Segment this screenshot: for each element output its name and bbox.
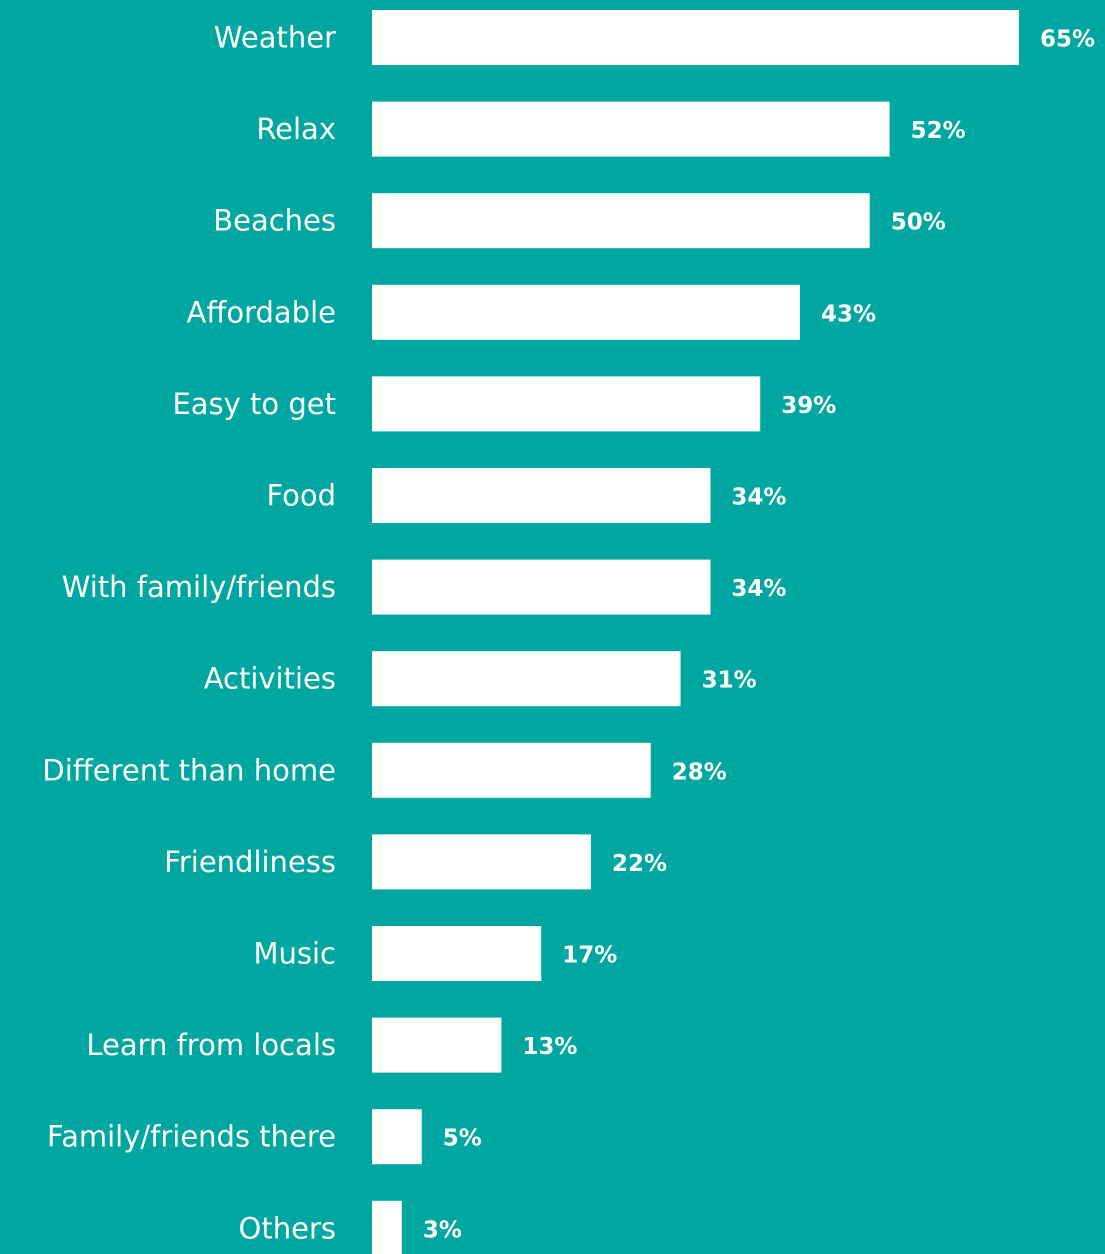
bar-with-family-friends: [372, 559, 711, 615]
value-label: 5%: [443, 1126, 482, 1152]
bar-food: [372, 468, 711, 523]
bar-different-than-home: [372, 742, 651, 798]
value-label: 3%: [423, 1217, 462, 1243]
category-label: Learn from locals: [86, 1028, 336, 1062]
category-label: Different than home: [42, 753, 336, 787]
bar-music: [372, 926, 542, 981]
category-label: Food: [266, 479, 336, 513]
category-label: Weather: [214, 21, 336, 55]
category-label: With family/friends: [62, 570, 336, 604]
value-label: 43%: [821, 301, 876, 327]
bar-activities: [372, 651, 681, 707]
value-label: 13%: [522, 1034, 577, 1060]
value-label: 34%: [731, 485, 786, 511]
bar-easy-to-get: [372, 376, 761, 432]
category-label: Music: [253, 937, 336, 971]
bar-family-friends-there: [372, 1109, 422, 1165]
value-label: 28%: [672, 759, 727, 785]
category-label: Relax: [256, 112, 336, 146]
category-label: Affordable: [187, 295, 336, 329]
category-label: Activities: [204, 662, 336, 696]
value-label: 34%: [731, 576, 786, 602]
value-label: 39%: [781, 393, 836, 419]
value-label: 31%: [702, 668, 757, 694]
value-label: 65%: [1040, 27, 1095, 53]
bar-others: [372, 1200, 402, 1254]
bar-friendliness: [372, 834, 591, 890]
bar-weather: [372, 10, 1019, 65]
value-label: 17%: [562, 943, 617, 969]
bar-learn-from-locals: [372, 1017, 502, 1073]
category-label: Friendliness: [164, 845, 336, 879]
category-label: Easy to get: [172, 387, 336, 421]
category-label: Family/friends there: [47, 1120, 336, 1154]
bar-affordable: [372, 284, 801, 340]
bar-relax: [372, 101, 890, 157]
value-label: 50%: [891, 210, 946, 236]
value-label: 22%: [612, 851, 667, 877]
category-label: Others: [239, 1211, 336, 1245]
value-label: 52%: [911, 118, 966, 144]
bar-beaches: [372, 193, 870, 249]
category-label: Beaches: [213, 204, 336, 238]
